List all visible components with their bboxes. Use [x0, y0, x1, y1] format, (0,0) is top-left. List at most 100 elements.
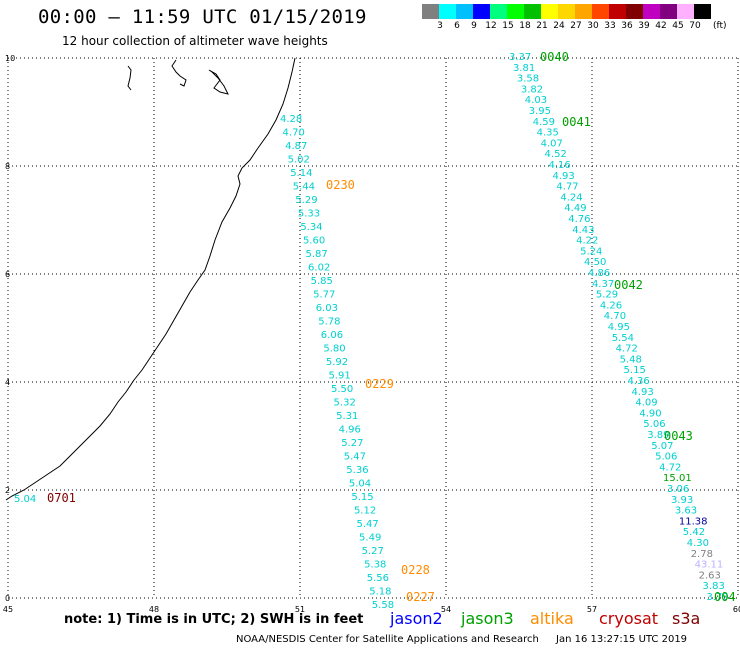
swh-value: 4.72: [659, 462, 681, 473]
swh-value: 5.04: [349, 479, 371, 490]
credit-line: NOAA/NESDIS Center for Satellite Applica…: [236, 634, 539, 645]
swh-value: 5.80: [323, 344, 345, 355]
swh-value: 43.11: [695, 560, 724, 571]
swh-value: 4.50: [584, 257, 606, 268]
color-swatch: [575, 4, 592, 19]
swh-tracks: 3.373.813.583.824.033.954.594.354.074.52…: [14, 52, 729, 611]
color-scale-label: 33: [604, 21, 616, 31]
swh-value: 4.36: [628, 376, 650, 387]
color-swatch: [507, 4, 524, 19]
color-scale-unit: (ft): [713, 21, 727, 31]
coastline: [5, 57, 296, 501]
lat-tick-label: 0: [5, 594, 10, 603]
swh-value: 4.72: [616, 344, 638, 355]
legend-item: altika: [530, 609, 574, 628]
lon-tick-label: 57: [587, 605, 597, 614]
pass-time-label: 0227: [406, 590, 435, 604]
swh-value: 5.12: [354, 506, 376, 517]
swh-value: 15.01: [663, 473, 692, 484]
swh-value: 5.34: [300, 222, 322, 233]
swh-value: 3.37: [509, 52, 531, 63]
swh-value: 3.95: [529, 106, 551, 117]
color-scale-bar: [422, 4, 711, 19]
color-swatch: [456, 4, 473, 19]
color-scale-label: 6: [454, 21, 460, 31]
lat-tick-label: 4: [5, 378, 10, 387]
swh-value: 5.33: [298, 209, 320, 220]
color-scale-label: 42: [655, 21, 667, 31]
color-swatch: [490, 4, 507, 19]
swh-value: 2.78: [691, 549, 713, 560]
swh-value: 5.92: [326, 357, 348, 368]
lon-tick-label: 54: [441, 605, 451, 614]
swh-value: 5.87: [306, 249, 328, 260]
color-scale-label: 70: [689, 21, 701, 31]
swh-value: 5.27: [341, 438, 363, 449]
swh-value: 6.02: [308, 263, 330, 274]
pass-time-label: 0042: [614, 278, 643, 292]
swh-value: 5.42: [683, 527, 705, 538]
swh-value: 3.58: [517, 74, 539, 85]
swh-value: 5.54: [612, 333, 634, 344]
lat-tick-label: 6: [5, 270, 10, 279]
map-subtitle: 12 hour collection of altimeter wave hei…: [62, 34, 328, 48]
swh-value: 5.15: [351, 492, 373, 503]
swh-value: 4.96: [339, 425, 361, 436]
generation-timestamp: Jan 16 13:27:15 UTC 2019: [556, 634, 688, 645]
swh-value: 5.29: [295, 195, 317, 206]
color-swatch: [558, 4, 575, 19]
pass-time-label: 0701: [47, 491, 76, 505]
swh-value: 5.18: [369, 587, 391, 598]
swh-value: 5.38: [364, 560, 386, 571]
swh-value: 3.06: [667, 484, 689, 495]
color-swatch: [643, 4, 660, 19]
coastline-path: [5, 57, 296, 501]
swh-value: 5.58: [372, 600, 394, 611]
color-swatch: [626, 4, 643, 19]
swh-value: 5.78: [318, 317, 340, 328]
swh-value: 4.35: [537, 128, 559, 139]
color-swatch: [677, 4, 694, 19]
swh-value: 3.93: [671, 495, 693, 506]
swh-value: 4.86: [588, 268, 610, 279]
lat-lon-grid: [7, 57, 739, 599]
swh-value: 2.63: [699, 570, 721, 581]
legend-item: cryosat: [599, 609, 659, 628]
pass-time-label: 0043: [664, 429, 693, 443]
lon-tick-label: 48: [149, 605, 159, 614]
pass-time-label: 0041: [562, 115, 591, 129]
swh-value: 4.37: [592, 279, 614, 290]
swh-value: 3.63: [675, 506, 697, 517]
swh-value: 4.30: [687, 538, 709, 549]
swh-value: 5.36: [346, 465, 368, 476]
axis-tick-labels: 45 48 51 54 57 60 0 2 4 6 8 10: [3, 54, 740, 614]
swh-value: 5.77: [313, 290, 335, 301]
swh-value: 5.06: [643, 419, 665, 430]
lat-tick-label: 8: [5, 162, 10, 171]
swh-value: 4.95: [608, 322, 630, 333]
lat-tick-label: 10: [5, 54, 15, 63]
swh-value: 5.06: [655, 452, 677, 463]
swh-value: 4.93: [552, 171, 574, 182]
lon-tick-label: 51: [295, 605, 305, 614]
swh-value: 4.03: [525, 95, 547, 106]
color-scale-label: 21: [536, 21, 548, 31]
color-scale-label: 36: [621, 21, 633, 31]
swh-value: 5.02: [288, 155, 310, 166]
swh-value: 4.22: [576, 236, 598, 247]
swh-value: 5.47: [344, 452, 366, 463]
color-scale-label: 15: [502, 21, 514, 31]
swh-value: 5.47: [357, 519, 379, 530]
swh-value: 5.29: [596, 290, 618, 301]
pass-time-label: 0229: [365, 377, 394, 391]
swh-value: 3.79: [707, 592, 729, 603]
swh-value: 3.81: [513, 63, 535, 74]
swh-value: 4.59: [533, 117, 555, 128]
color-scale-label: 18: [519, 21, 531, 31]
swh-value: 5.60: [303, 236, 325, 247]
color-swatch: [694, 4, 711, 19]
swh-value: 5.49: [359, 533, 381, 544]
swh-value: 4.52: [545, 149, 567, 160]
swh-value: 4.26: [600, 300, 622, 311]
